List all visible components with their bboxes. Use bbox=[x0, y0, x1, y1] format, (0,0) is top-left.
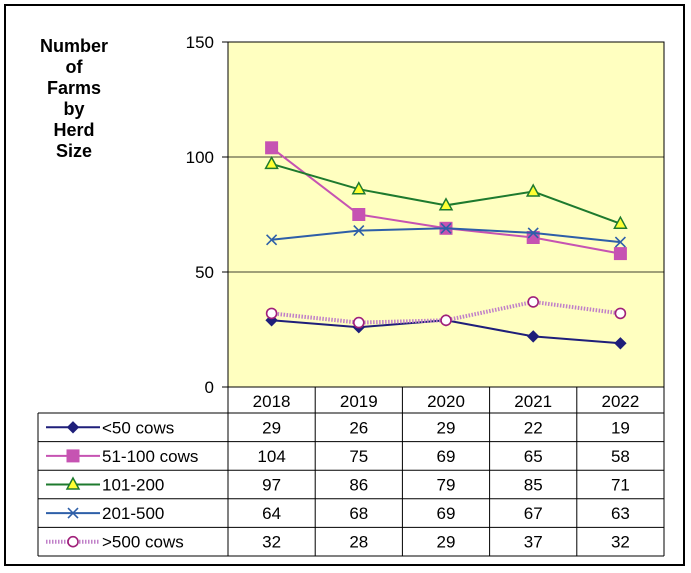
x-tick-label: 2021 bbox=[514, 392, 552, 411]
table-cell: 75 bbox=[349, 447, 368, 466]
table-cell: 29 bbox=[437, 533, 456, 552]
table-cell: 64 bbox=[262, 504, 281, 523]
data-point bbox=[526, 231, 540, 244]
legend-marker bbox=[67, 507, 79, 519]
table-cell: 69 bbox=[437, 447, 456, 466]
legend-label: >500 cows bbox=[102, 533, 184, 552]
y-tick-label: 150 bbox=[186, 33, 214, 52]
title-line: of bbox=[65, 57, 83, 77]
series-layer bbox=[264, 141, 628, 350]
legend-marker bbox=[67, 535, 79, 548]
table-cell: 29 bbox=[437, 418, 456, 437]
table-cell: 67 bbox=[524, 504, 543, 523]
table-cell: 69 bbox=[437, 504, 456, 523]
chart-title: Number of Farms by Herd Size bbox=[14, 36, 134, 162]
y-tick-label: 50 bbox=[195, 263, 214, 282]
plot-area: 0 50 100 150 bbox=[186, 33, 665, 397]
table-cell: 32 bbox=[262, 533, 281, 552]
data-point bbox=[527, 296, 540, 308]
data-point bbox=[440, 222, 452, 234]
legend-label: <50 cows bbox=[102, 418, 174, 437]
table-cell: 32 bbox=[611, 533, 630, 552]
table-cell: 29 bbox=[262, 418, 281, 437]
y-tick-label: 100 bbox=[186, 148, 214, 167]
table-cell: 65 bbox=[524, 447, 543, 466]
x-tick-label: 2020 bbox=[427, 392, 465, 411]
series-2 bbox=[264, 155, 628, 229]
data-point bbox=[265, 141, 279, 155]
series-4 bbox=[265, 296, 627, 329]
data-point bbox=[526, 330, 540, 343]
table-cell: 19 bbox=[611, 418, 630, 437]
legend-label: 101-200 bbox=[102, 476, 164, 495]
series-3 bbox=[266, 222, 626, 248]
data-point bbox=[613, 215, 628, 229]
data-point bbox=[613, 247, 627, 261]
table-cell: 79 bbox=[437, 476, 456, 495]
table-cell: 26 bbox=[349, 418, 368, 437]
data-point bbox=[351, 181, 367, 195]
table-cell: 97 bbox=[262, 476, 281, 495]
data-point bbox=[438, 197, 454, 211]
legend-marker bbox=[66, 421, 80, 434]
data-point bbox=[353, 225, 365, 237]
title-line: Size bbox=[55, 141, 93, 161]
title-line: Farms bbox=[46, 78, 102, 98]
plot-background bbox=[227, 41, 665, 388]
legend-label: 51-100 cows bbox=[102, 447, 198, 466]
table-cell: 85 bbox=[524, 476, 543, 495]
table-cell: 22 bbox=[524, 418, 543, 437]
table-cell: 68 bbox=[349, 504, 368, 523]
table-cell: 86 bbox=[349, 476, 368, 495]
title-line: Herd bbox=[53, 120, 95, 140]
data-point bbox=[352, 208, 366, 221]
title-line: by bbox=[63, 99, 85, 119]
y-tick-label: 0 bbox=[205, 378, 214, 397]
legend-label: 201-500 bbox=[102, 504, 164, 523]
title-line: Number bbox=[39, 36, 108, 56]
table-cell: 37 bbox=[524, 533, 543, 552]
table-cell: 71 bbox=[611, 476, 630, 495]
data-point bbox=[265, 307, 278, 320]
data-point bbox=[614, 236, 626, 248]
data-point bbox=[264, 155, 279, 170]
data-point bbox=[614, 337, 627, 350]
table-cell: 58 bbox=[611, 447, 630, 466]
table-cell: 104 bbox=[257, 447, 285, 466]
data-point bbox=[527, 227, 539, 239]
x-tick-label: 2019 bbox=[340, 392, 378, 411]
data-point bbox=[614, 307, 627, 320]
table-cell: 63 bbox=[611, 504, 630, 523]
legend-marker bbox=[65, 476, 81, 490]
legend-marker bbox=[66, 449, 80, 463]
data-point bbox=[266, 234, 278, 246]
data-point bbox=[525, 183, 541, 197]
table-cell: 28 bbox=[349, 533, 368, 552]
data-point bbox=[440, 314, 452, 327]
x-tick-label: 2022 bbox=[601, 392, 639, 411]
data-table: 2018 2019 2020 2021 2022 <50 cows 29 26 29 22 19 51… bbox=[37, 387, 665, 557]
x-tick-label: 2018 bbox=[253, 392, 291, 411]
data-point bbox=[352, 316, 365, 329]
